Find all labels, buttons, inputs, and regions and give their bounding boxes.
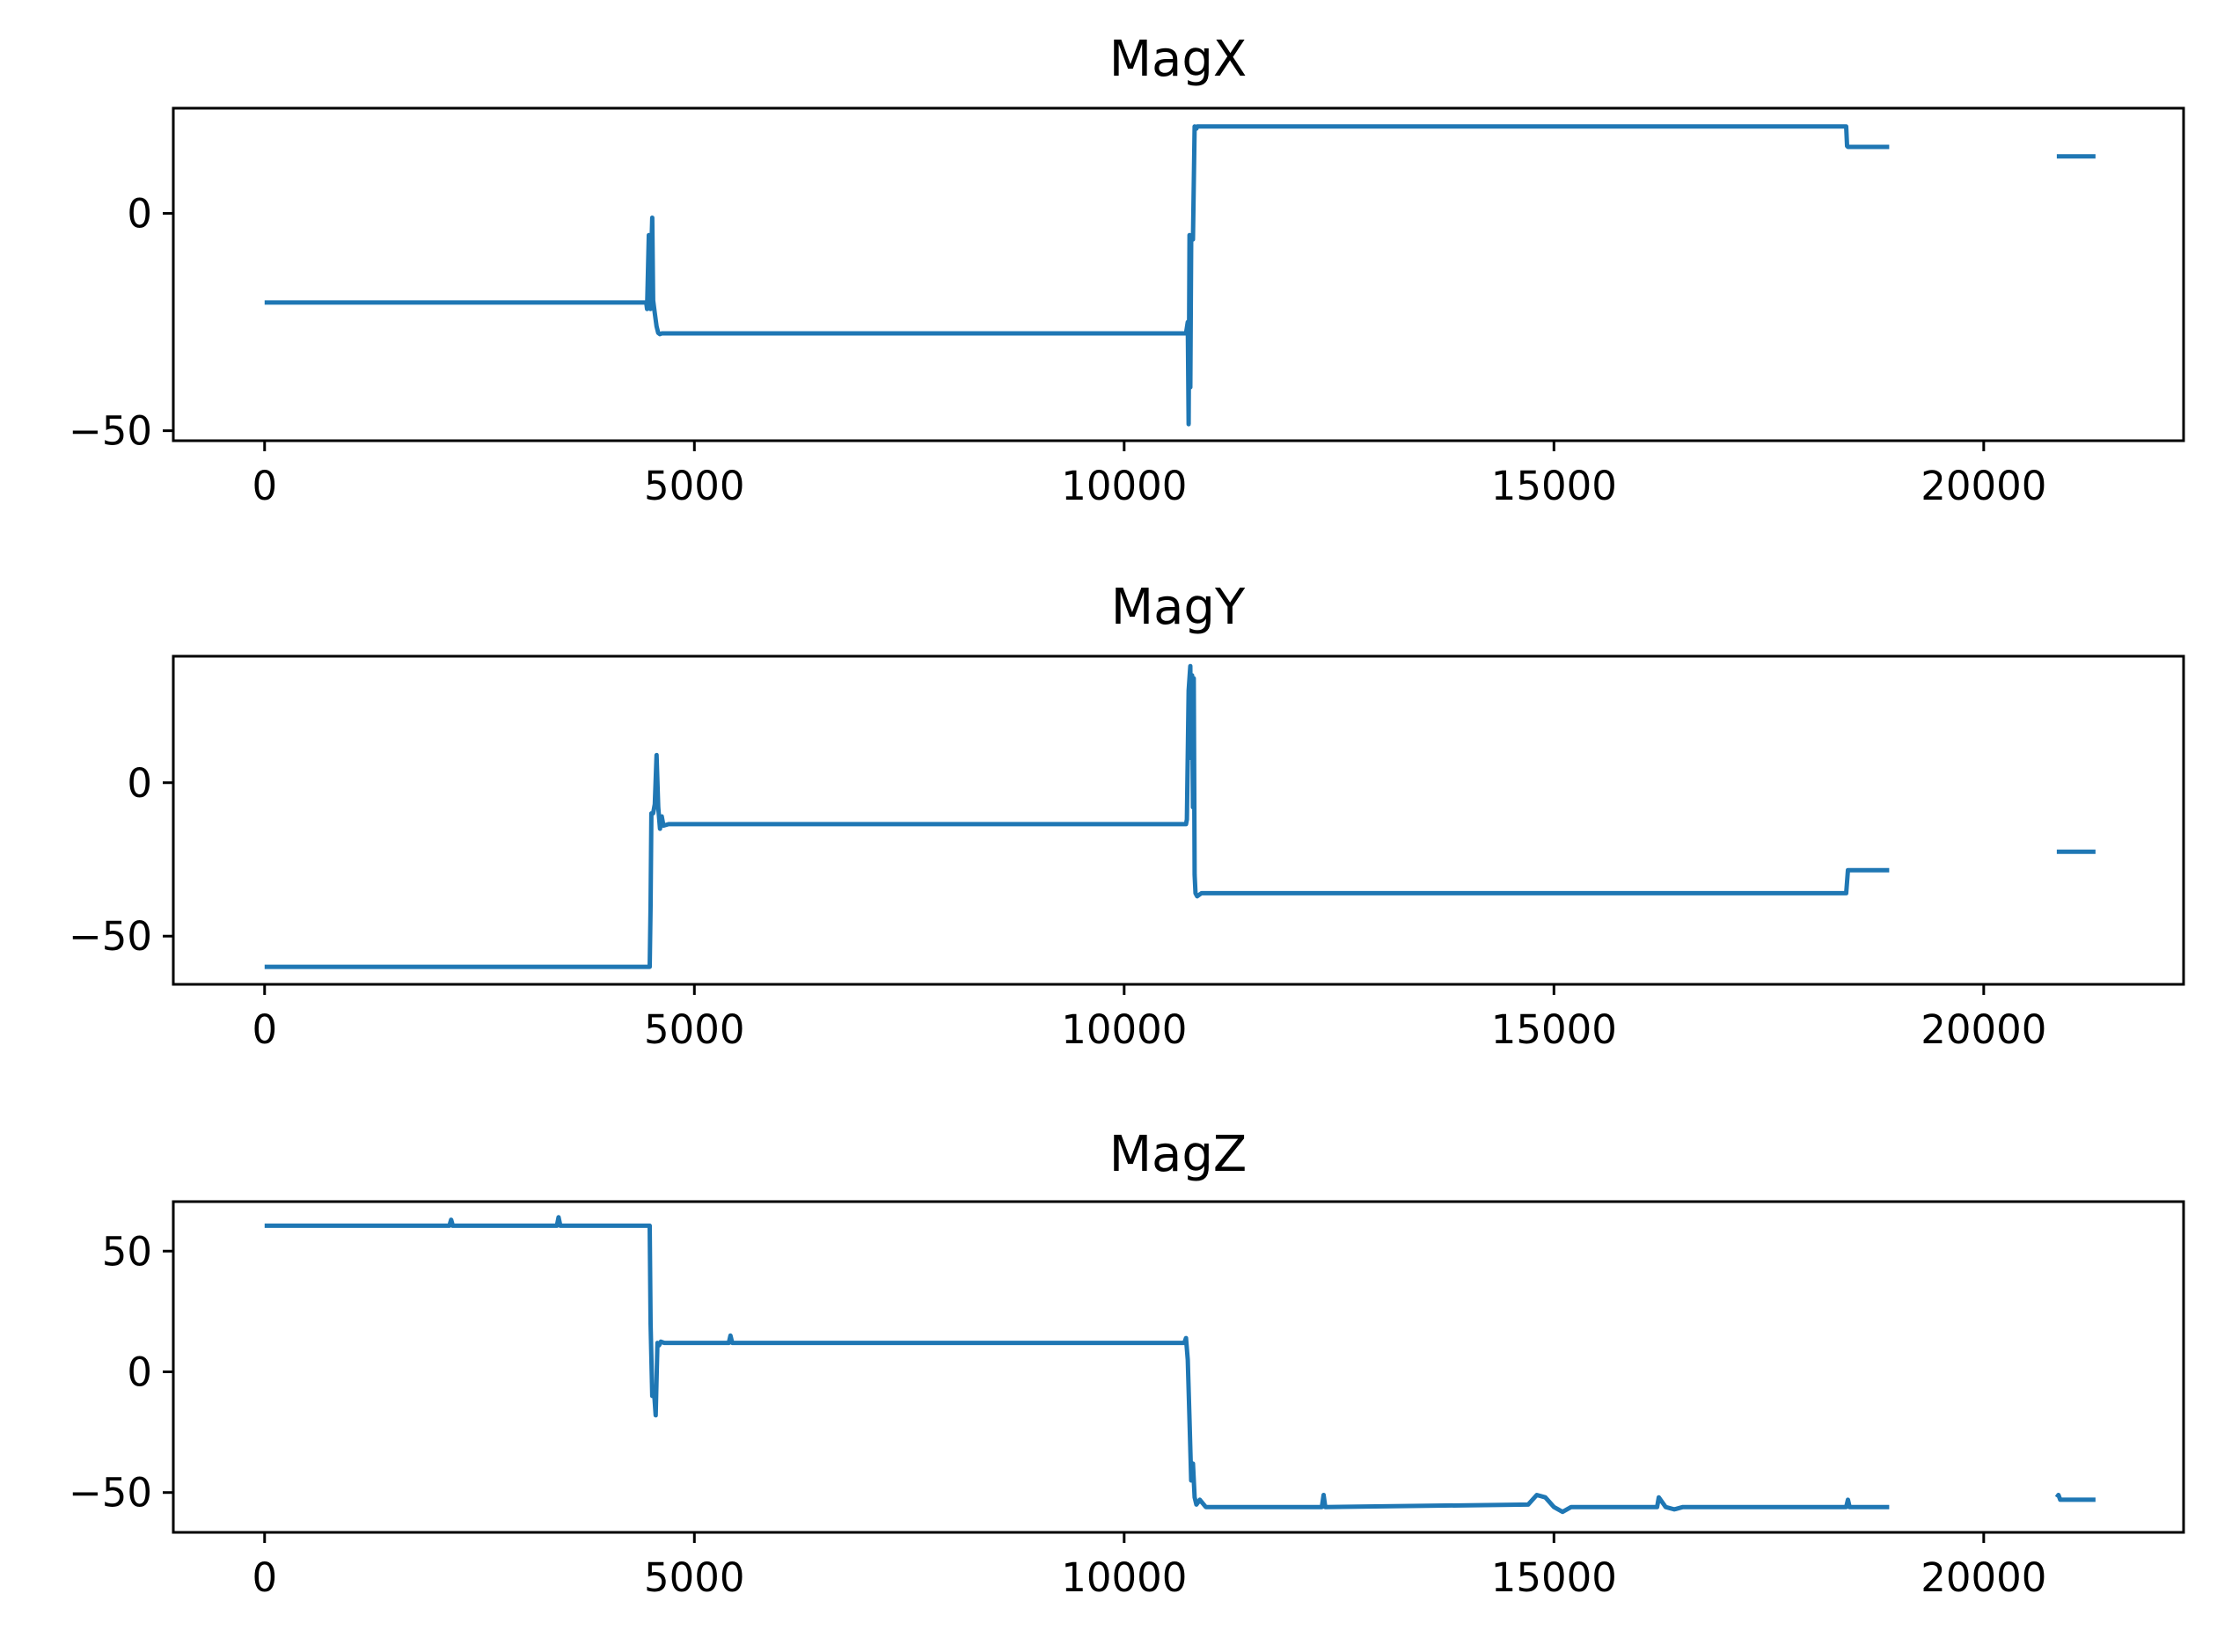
magx-panel: MagX 0 5000 10000 15000 20000 0 −50 (69, 31, 2185, 509)
magy-title: MagY (1111, 579, 1246, 636)
magz-xtick-label-0: 0 (252, 1554, 277, 1601)
magz-panel: MagZ 0 5000 10000 15000 20000 50 0 −50 (69, 1126, 2185, 1601)
magy-ytick-label-0: 0 (127, 760, 152, 807)
magx-xtick-label-2: 10000 (1061, 463, 1187, 509)
magx-series (264, 124, 2096, 427)
magx-xtick-label-0: 0 (252, 463, 277, 509)
magy-xtick-label-1: 5000 (644, 1006, 745, 1053)
magy-xtick-label-2: 10000 (1061, 1006, 1187, 1053)
magy-xtick-label-0: 0 (252, 1006, 277, 1053)
magz-xtick-label-3: 15000 (1491, 1554, 1617, 1601)
magy-panel: MagY 0 5000 10000 15000 20000 0 −50 (69, 579, 2185, 1053)
magy-xtick-label-4: 20000 (1921, 1006, 2046, 1053)
magz-ytick-label-0: 50 (102, 1228, 152, 1275)
magz-title: MagZ (1109, 1126, 1248, 1183)
magy-axes-frame (172, 654, 2185, 986)
magz-xtick-label-4: 20000 (1921, 1554, 2046, 1601)
magy-series-segment-0 (264, 663, 1890, 969)
magz-series-segment-1 (2054, 1493, 2096, 1502)
magx-title: MagX (1109, 31, 1248, 88)
magz-series (264, 1215, 2096, 1515)
magz-xtick-label-2: 10000 (1061, 1554, 1187, 1601)
magy-ytick-label-1: −50 (69, 913, 152, 960)
magy-xtick-label-3: 15000 (1491, 1006, 1617, 1053)
magx-ytick-label-0: 0 (127, 191, 152, 238)
magx-series-segment-0 (264, 124, 1890, 427)
magx-ytick-label-1: −50 (69, 408, 152, 455)
magx-xtick-label-4: 20000 (1921, 463, 2046, 509)
magy-ticks: 0 5000 10000 15000 20000 0 −50 (69, 760, 2046, 1053)
magz-series-segment-0 (264, 1215, 1890, 1515)
magz-xtick-label-1: 5000 (644, 1554, 745, 1601)
magx-axes-frame (172, 106, 2185, 442)
magx-xtick-label-3: 15000 (1491, 463, 1617, 509)
magz-ytick-label-1: 0 (127, 1349, 152, 1395)
magx-ticks: 0 5000 10000 15000 20000 0 −50 (69, 191, 2046, 509)
magz-axes-frame (172, 1200, 2185, 1534)
magy-series (264, 663, 2096, 969)
magz-ytick-label-2: −50 (69, 1470, 152, 1517)
magx-xtick-label-1: 5000 (644, 463, 745, 509)
magz-ticks: 0 5000 10000 15000 20000 50 0 −50 (69, 1228, 2046, 1601)
